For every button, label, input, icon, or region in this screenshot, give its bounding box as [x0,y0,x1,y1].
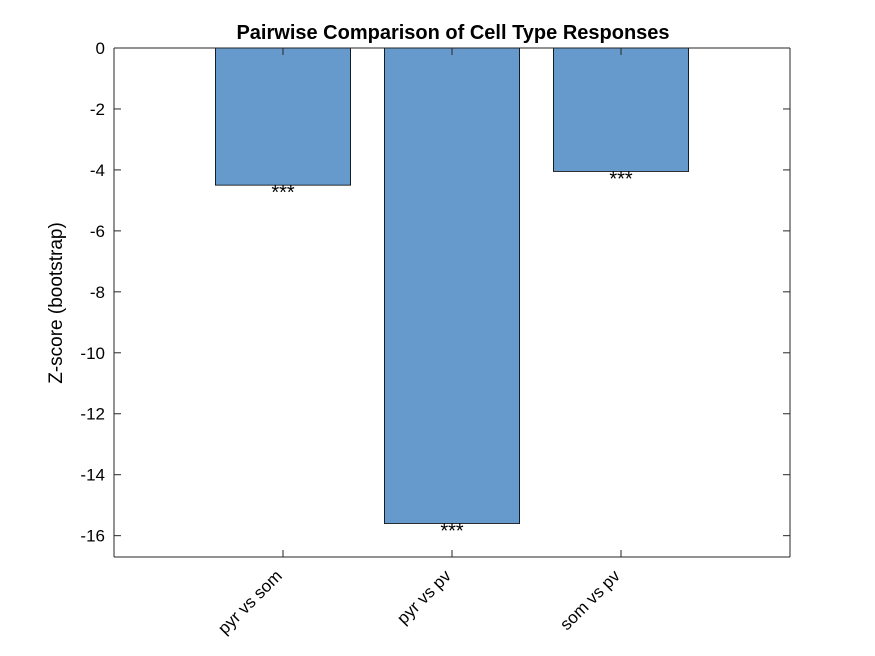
y-tick-label: -16 [80,527,105,546]
y-tick-label: 0 [96,39,105,58]
y-tick-label: -10 [80,344,105,363]
chart-title: Pairwise Comparison of Cell Type Respons… [236,22,669,44]
bar-3 [553,47,690,172]
significance-label: *** [440,520,464,542]
y-tick-label: -4 [90,161,105,180]
x-tick-label: som vs pv [556,566,624,634]
axes-layer [113,47,791,558]
significance-label: *** [271,182,295,204]
y-tick-label: -8 [90,283,105,302]
x-tick-label: pyr vs som [214,566,286,638]
y-tick-label: -6 [90,222,105,241]
significance-label: *** [609,168,633,190]
y-tick-label: -12 [80,405,105,424]
bar-1 [214,47,351,186]
bars-layer [214,47,690,524]
y-tick-label: -2 [90,100,105,119]
y-axis-label: Z-score (bootstrap) [46,222,67,384]
y-tick-label: -14 [80,466,105,485]
labels-layer: 0 -2 -4 -6 -8 -10 -12 -14 -16 pyr vs som pyr vs pv… [80,39,632,638]
x-tick-label: pyr vs pv [393,566,455,628]
bar-2 [383,47,520,524]
